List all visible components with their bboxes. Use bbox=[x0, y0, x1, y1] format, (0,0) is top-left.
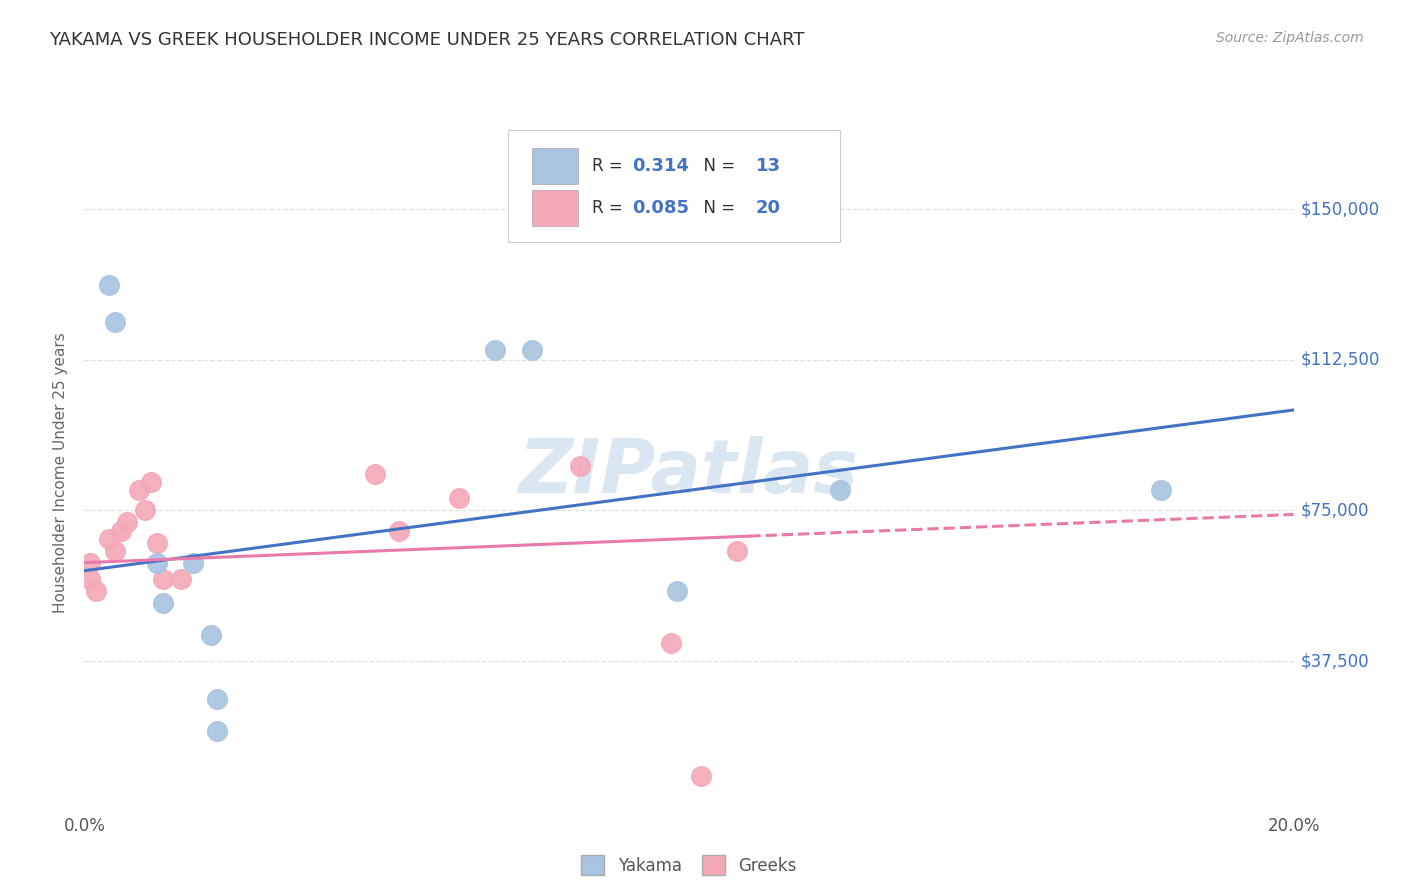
Point bbox=[200, 628, 222, 642]
Point bbox=[181, 556, 204, 570]
Text: R =: R = bbox=[592, 200, 628, 218]
Text: ZIPatlas: ZIPatlas bbox=[519, 436, 859, 509]
Text: $37,500: $37,500 bbox=[1301, 652, 1369, 670]
Text: $112,500: $112,500 bbox=[1301, 351, 1379, 368]
Text: R =: R = bbox=[592, 157, 628, 176]
Point bbox=[97, 532, 120, 546]
Text: $75,000: $75,000 bbox=[1301, 501, 1369, 519]
Legend: Yakama, Greeks: Yakama, Greeks bbox=[575, 849, 803, 881]
Point bbox=[569, 459, 592, 474]
Point bbox=[134, 503, 156, 517]
Point bbox=[690, 768, 713, 782]
Point bbox=[449, 491, 471, 506]
Text: N =: N = bbox=[693, 200, 740, 218]
Point bbox=[152, 596, 174, 610]
Point bbox=[388, 524, 411, 538]
Point bbox=[170, 572, 193, 586]
Point bbox=[79, 556, 101, 570]
Point bbox=[104, 543, 127, 558]
Point bbox=[115, 516, 138, 530]
Point bbox=[86, 583, 108, 598]
Point bbox=[152, 572, 174, 586]
Point bbox=[146, 556, 169, 570]
Point bbox=[139, 475, 162, 490]
Point bbox=[363, 467, 385, 482]
Text: YAKAMA VS GREEK HOUSEHOLDER INCOME UNDER 25 YEARS CORRELATION CHART: YAKAMA VS GREEK HOUSEHOLDER INCOME UNDER… bbox=[49, 31, 804, 49]
Point bbox=[207, 724, 229, 739]
Point bbox=[830, 483, 852, 498]
Point bbox=[104, 315, 127, 329]
Point bbox=[659, 636, 682, 650]
Point bbox=[665, 583, 688, 598]
Point bbox=[146, 535, 169, 549]
Point bbox=[520, 343, 543, 357]
Point bbox=[484, 343, 506, 357]
Text: $150,000: $150,000 bbox=[1301, 200, 1379, 219]
Point bbox=[79, 572, 101, 586]
Point bbox=[97, 278, 120, 293]
Text: 13: 13 bbox=[755, 157, 780, 176]
Point bbox=[725, 543, 748, 558]
Y-axis label: Householder Income Under 25 years: Householder Income Under 25 years bbox=[53, 333, 69, 613]
Text: N =: N = bbox=[693, 157, 740, 176]
Point bbox=[110, 524, 132, 538]
Text: 0.085: 0.085 bbox=[633, 200, 689, 218]
Point bbox=[128, 483, 150, 498]
FancyBboxPatch shape bbox=[531, 148, 578, 185]
Text: Source: ZipAtlas.com: Source: ZipAtlas.com bbox=[1216, 31, 1364, 45]
FancyBboxPatch shape bbox=[508, 130, 841, 243]
FancyBboxPatch shape bbox=[531, 190, 578, 227]
Text: 20: 20 bbox=[755, 200, 780, 218]
Text: 0.314: 0.314 bbox=[633, 157, 689, 176]
Point bbox=[207, 692, 229, 706]
Point bbox=[1149, 483, 1171, 498]
